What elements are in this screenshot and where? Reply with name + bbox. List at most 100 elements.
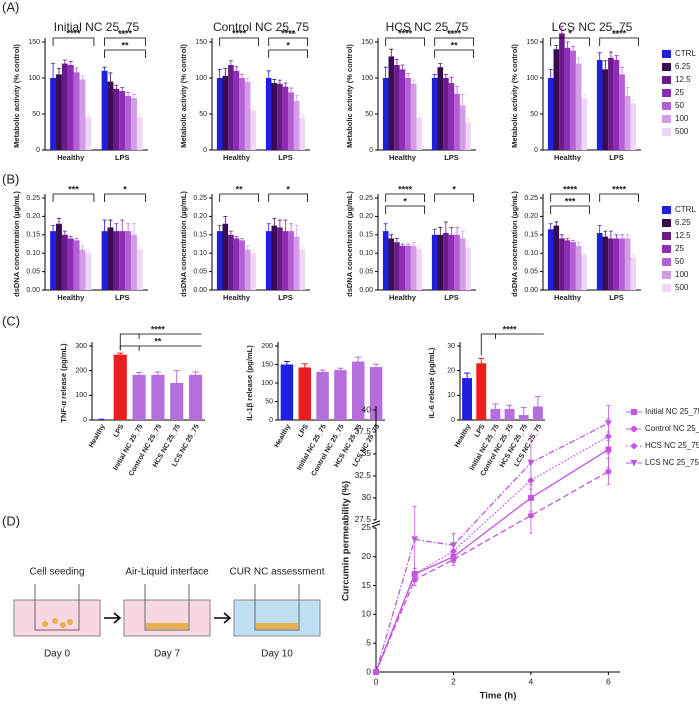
bar bbox=[619, 238, 625, 290]
error-bar bbox=[389, 49, 393, 56]
bar bbox=[582, 98, 588, 150]
error-bar bbox=[598, 53, 602, 60]
significance-label: * bbox=[568, 28, 572, 38]
bar bbox=[277, 84, 283, 150]
bar bbox=[597, 60, 603, 150]
error-bar bbox=[57, 69, 61, 75]
y-tick-label: 0.10 bbox=[359, 250, 373, 257]
y-axis-title: IL-1β release (pg/mL) bbox=[245, 345, 254, 421]
bar bbox=[50, 231, 56, 290]
error-bar bbox=[598, 226, 602, 233]
legend-swatch bbox=[662, 89, 671, 97]
error-bar bbox=[455, 227, 459, 234]
y-tick-label: 0 bbox=[366, 666, 371, 676]
bar bbox=[625, 238, 631, 290]
legend-swatch bbox=[662, 258, 671, 266]
bar bbox=[245, 82, 251, 150]
line bbox=[376, 450, 608, 672]
bar bbox=[614, 60, 620, 150]
error-bar bbox=[278, 80, 282, 84]
legend-label: LCS NC 25_75 bbox=[645, 458, 699, 467]
error-bar bbox=[582, 95, 586, 99]
bar bbox=[476, 363, 486, 420]
error-bar bbox=[320, 370, 326, 372]
bar bbox=[80, 250, 86, 290]
error-bar bbox=[267, 71, 271, 78]
significance-label: ** bbox=[154, 336, 162, 346]
bar bbox=[614, 238, 620, 290]
legend-swatch bbox=[662, 63, 671, 71]
error-bar bbox=[229, 61, 233, 65]
y-tick-label: 200 bbox=[261, 343, 273, 350]
y-tick-label: 200 bbox=[75, 368, 87, 375]
error-bar bbox=[615, 235, 619, 239]
bar bbox=[490, 409, 500, 420]
significance-label: ** bbox=[122, 40, 130, 50]
y-tick-label: 0.15 bbox=[359, 232, 373, 239]
y-tick-label: 32.5 bbox=[354, 470, 371, 480]
significance-bracket bbox=[269, 50, 308, 58]
y-tick-label: 0.05 bbox=[26, 268, 40, 275]
error-bar bbox=[478, 358, 484, 363]
bar bbox=[50, 78, 56, 150]
y-tick-label: 0.15 bbox=[26, 232, 40, 239]
bar bbox=[294, 237, 300, 290]
legend-label: 500 bbox=[675, 127, 689, 136]
x-tick-label: LPS bbox=[609, 293, 624, 302]
bar bbox=[251, 253, 257, 290]
error-bar bbox=[174, 371, 180, 383]
bar bbox=[334, 370, 346, 420]
error-bar bbox=[267, 224, 271, 231]
bar bbox=[466, 248, 472, 290]
significance-label: * bbox=[452, 184, 456, 194]
bar bbox=[619, 74, 625, 150]
step-label: Cell seeding bbox=[29, 567, 84, 578]
y-tick-label: 0 bbox=[451, 417, 455, 424]
y-tick-label: 0.00 bbox=[359, 287, 373, 294]
error-bar bbox=[626, 235, 630, 239]
bar bbox=[597, 233, 603, 290]
error-bar bbox=[631, 255, 635, 257]
significance-label: **** bbox=[67, 28, 82, 38]
significance-bracket bbox=[551, 206, 590, 214]
bar bbox=[239, 240, 245, 290]
error-bar bbox=[235, 237, 239, 239]
y-tick-label: 0.25 bbox=[26, 195, 40, 202]
bar bbox=[554, 226, 560, 290]
bar bbox=[272, 83, 278, 150]
significance-label: **** bbox=[563, 184, 578, 194]
legend-label: 50 bbox=[675, 101, 684, 110]
y-tick-label: 0 bbox=[203, 147, 207, 154]
y-tick-label: 100 bbox=[195, 75, 207, 82]
bar bbox=[277, 227, 283, 290]
legend-label: 100 bbox=[675, 114, 689, 123]
bar bbox=[102, 231, 108, 290]
x-tick-label: Healthy bbox=[389, 153, 417, 162]
error-bar bbox=[120, 87, 124, 91]
error-bar bbox=[631, 100, 635, 104]
error-bar bbox=[395, 238, 399, 242]
significance-bracket bbox=[386, 38, 425, 46]
error-bar bbox=[246, 78, 250, 82]
error-bar bbox=[272, 218, 276, 225]
bar bbox=[62, 235, 68, 290]
y-tick-label: 0.05 bbox=[524, 268, 538, 275]
bar bbox=[85, 118, 91, 150]
error-bar bbox=[554, 46, 558, 50]
y-tick-label: 5 bbox=[366, 637, 371, 647]
bar bbox=[460, 238, 466, 290]
bar bbox=[462, 378, 472, 420]
error-bar bbox=[549, 224, 553, 230]
y-tick-label: 0.05 bbox=[359, 268, 373, 275]
significance-bracket bbox=[600, 194, 639, 202]
bar bbox=[85, 253, 91, 290]
y-tick-label: 20 bbox=[447, 368, 455, 375]
bar bbox=[102, 71, 108, 150]
error-bar bbox=[284, 83, 288, 87]
legend-swatch bbox=[662, 76, 671, 84]
error-bar bbox=[609, 52, 613, 58]
error-bar bbox=[240, 74, 244, 78]
error-bar bbox=[450, 77, 454, 83]
error-bar bbox=[193, 372, 199, 375]
y-tick-label: 0 bbox=[269, 417, 273, 424]
